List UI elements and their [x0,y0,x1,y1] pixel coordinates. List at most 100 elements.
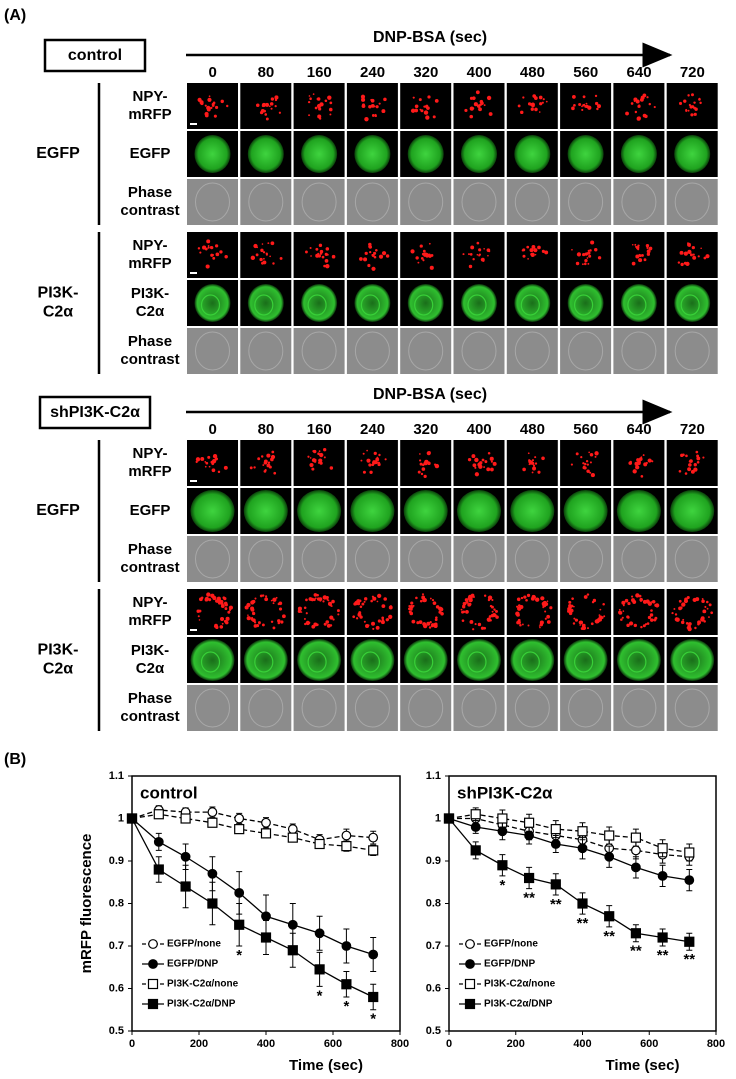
vesicle [472,107,475,110]
data-point [180,813,191,824]
vesicle [368,463,372,467]
y-tick-label: 1.1 [426,770,441,782]
group-label: PI3K- C2α [38,285,79,321]
row-label: Phase contrast [120,184,179,219]
cell-outline [248,182,284,222]
vesicle [270,599,273,602]
vesicle [312,449,317,454]
image-bg [666,685,718,731]
data-point [684,936,695,947]
cell-outline [568,688,604,728]
vesicle [538,625,541,627]
micrograph [400,280,452,326]
vesicle [375,248,378,252]
data-point [497,813,508,824]
vesicle [483,104,486,107]
vesicle [483,626,487,630]
image-bg [666,179,718,225]
vesicle [581,108,584,112]
cell-outline [461,539,497,579]
vesicle [567,607,572,611]
vesicle [574,618,579,622]
vesicle [492,461,497,466]
cell-body [514,284,551,322]
data-point [260,932,272,943]
micrograph [187,685,238,731]
vesicle [419,453,421,455]
micrograph [613,589,665,635]
vesicle [690,113,694,117]
legend-marker [148,939,158,949]
vesicle [678,469,682,473]
vesicle [699,101,702,105]
vesicle [316,97,321,101]
vesicle [469,96,474,100]
vesicle [263,461,267,465]
vesicle [522,96,525,99]
micrograph [666,685,718,731]
vesicle [634,110,638,114]
vesicle [681,602,686,607]
vesicle [207,455,211,459]
vesicle [253,621,257,624]
vesicle [410,249,415,254]
data-point [630,928,642,939]
vesicle [368,245,370,248]
micrograph [453,83,505,129]
row-label-line: NPY- [132,445,167,462]
vesicle [198,609,202,613]
vesicle [274,104,277,108]
micrograph [506,488,558,534]
vesicle [594,451,599,456]
group-label: EGFP [36,502,80,519]
y-tick-label: 0.7 [109,940,124,952]
vesicle [647,458,652,463]
vesicle [419,462,423,466]
image-bg [293,536,345,582]
data-point [261,911,271,922]
vesicle [618,608,621,611]
cell-outline [354,539,390,579]
image-bg [293,328,345,374]
vesicle [428,626,432,629]
vesicle [516,605,519,608]
vesicle [423,105,426,108]
vesicle [280,620,284,624]
vesicle [686,595,690,600]
micrograph [613,131,665,177]
cell-outline [408,539,444,579]
micrograph [453,328,505,374]
vesicle [247,614,249,616]
group-label-line: PI3K- [38,285,79,302]
x-tick-label: 200 [190,1038,208,1050]
cell-body [616,639,661,681]
vesicle [646,249,651,254]
micrograph [240,685,292,731]
nucleus [360,294,380,316]
vesicle [319,452,324,458]
vesicle [651,460,654,463]
micrograph [346,179,398,225]
micrograph [346,232,398,278]
vesicle [487,254,489,257]
vesicle [532,94,537,98]
vesicle [648,246,653,251]
image-bg [187,685,238,731]
vesicle [277,602,280,606]
vesicle [680,453,684,458]
vesicle [544,602,549,607]
micrograph [560,440,612,486]
row-label-line: contrast [120,559,179,576]
vesicle [481,458,485,462]
vesicle [495,609,498,613]
vesicle [272,602,275,605]
vesicle [211,104,215,107]
vesicle [587,262,590,265]
vesicle [386,618,390,621]
data-point [657,870,668,881]
vesicle [537,470,541,474]
vesicle [262,260,267,265]
vesicle [329,466,334,470]
data-point [234,813,245,824]
vesicle [635,465,640,470]
